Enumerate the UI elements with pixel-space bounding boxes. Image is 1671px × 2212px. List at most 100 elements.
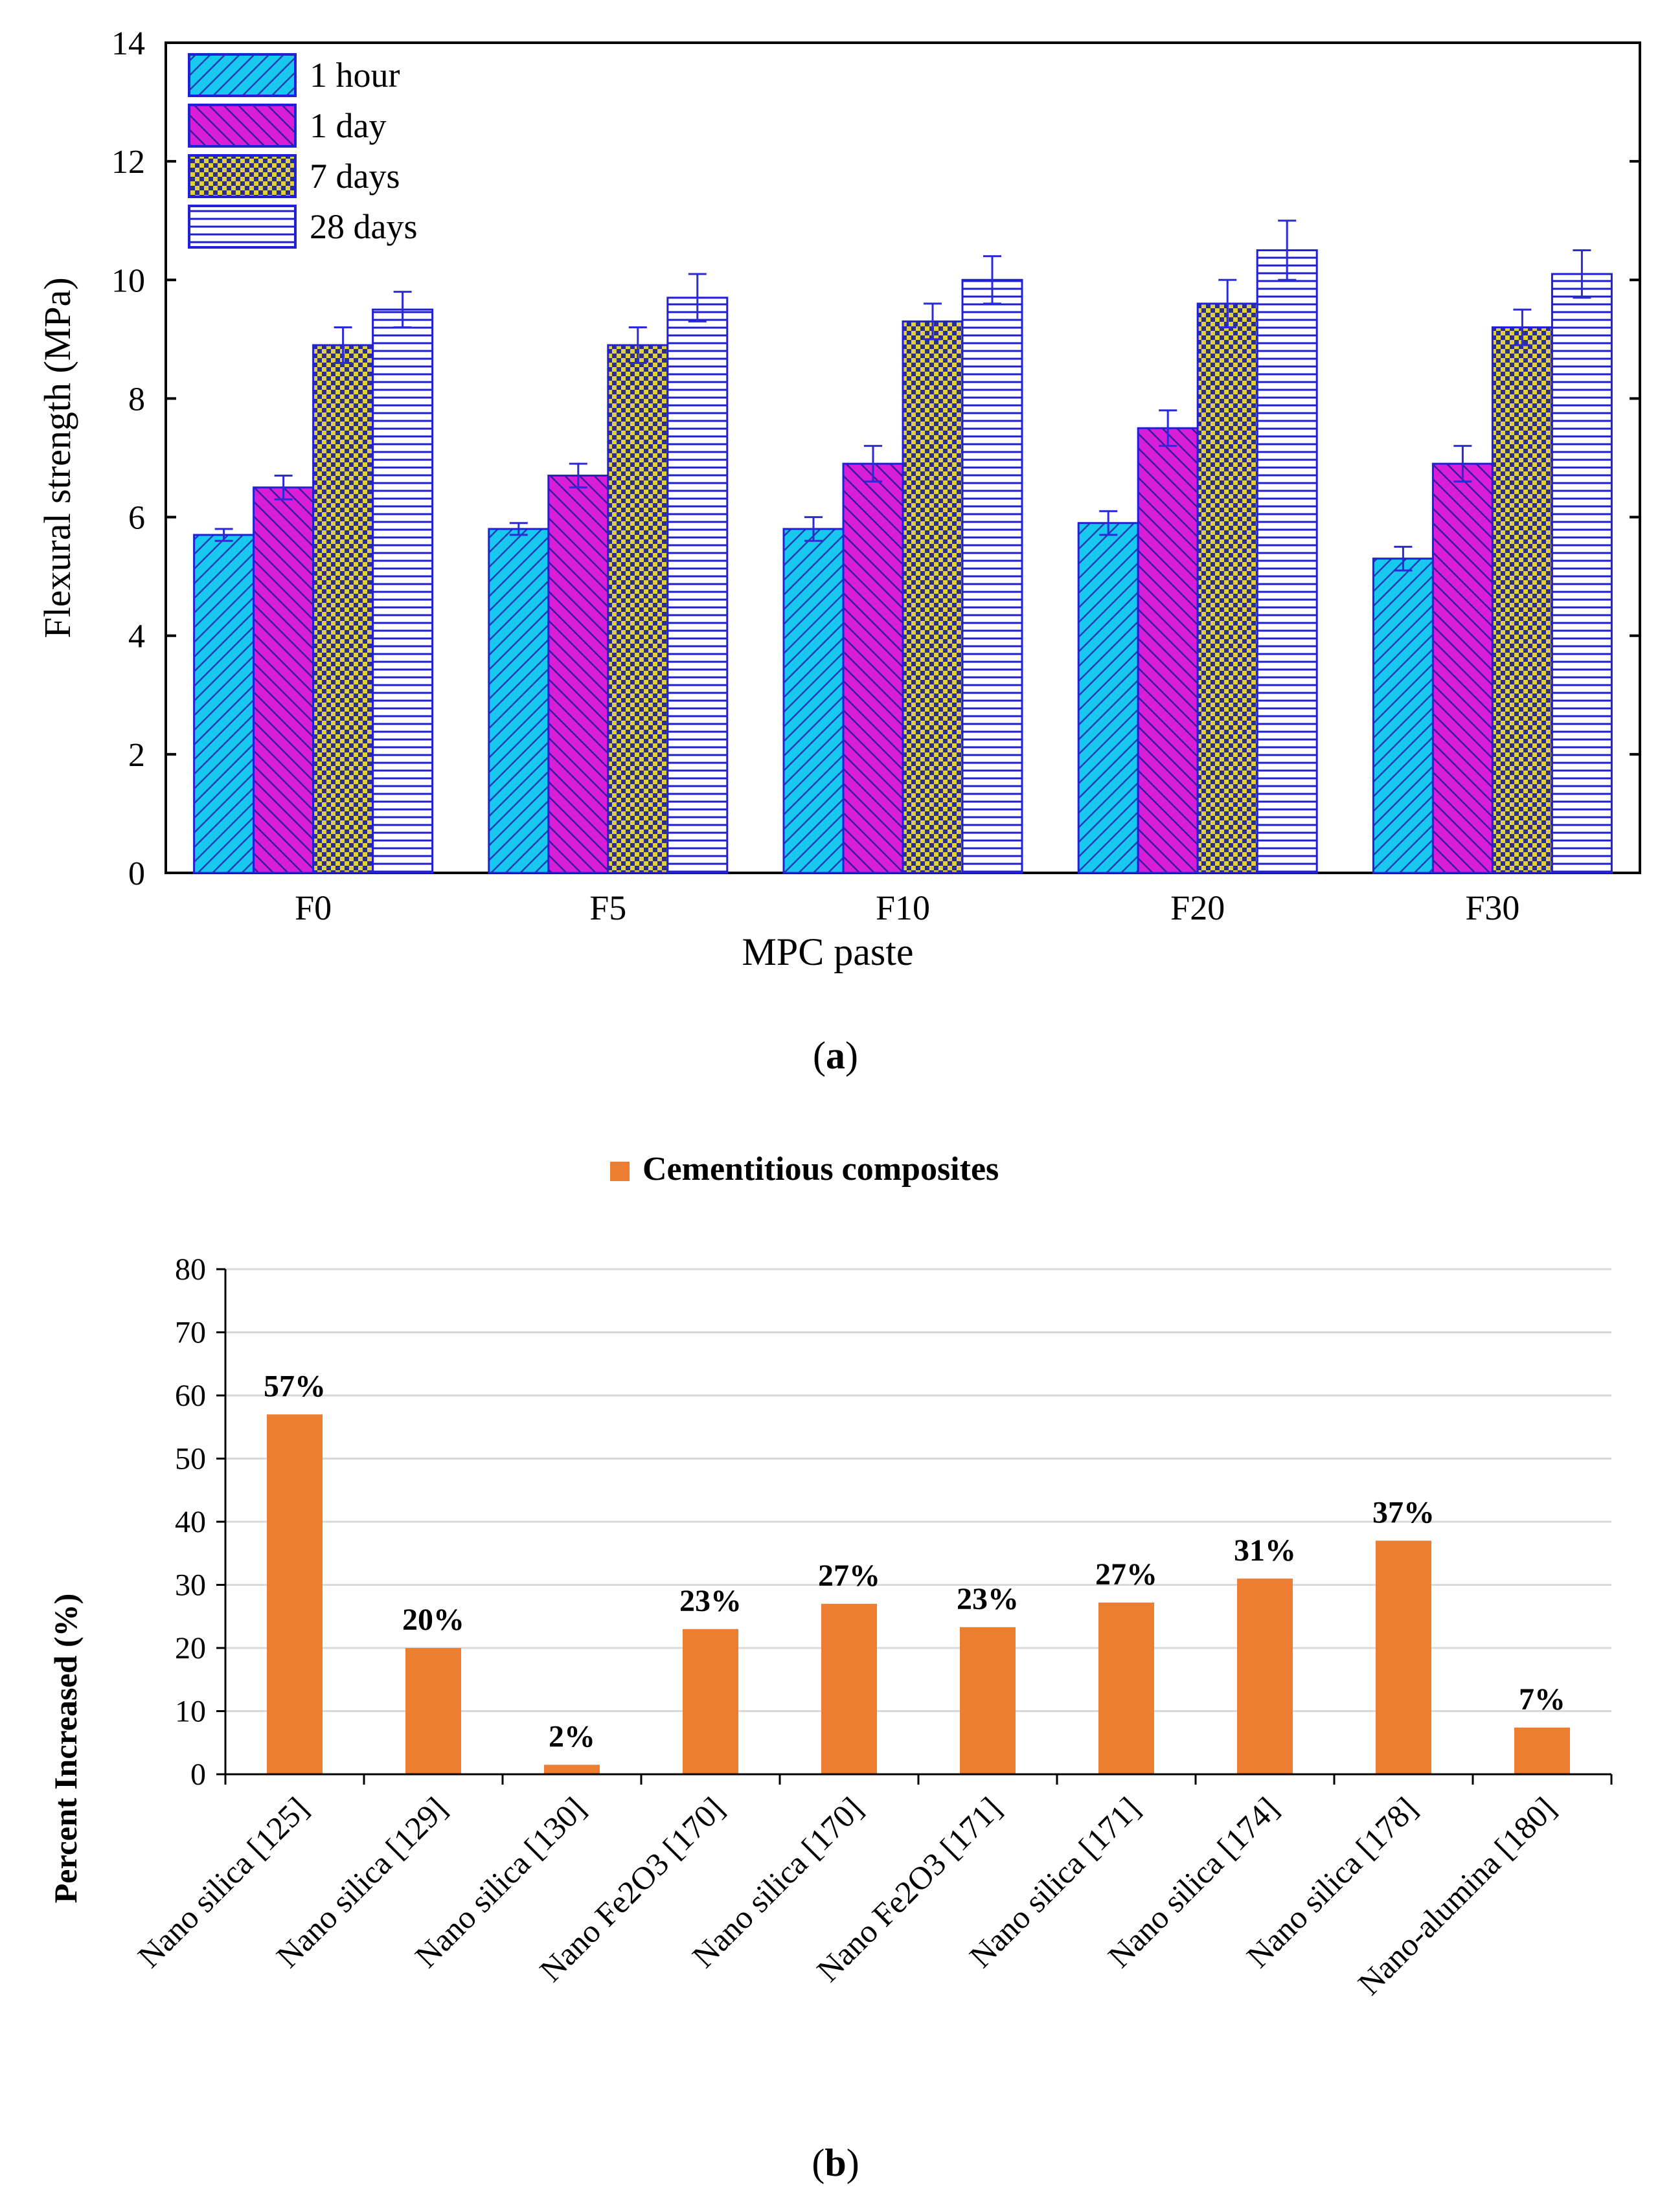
data-label-nano-silica-125: 57% xyxy=(264,1369,326,1403)
error-bar-1-day-f0 xyxy=(274,474,293,501)
y-tick-label: 20 xyxy=(175,1631,206,1665)
bar-nano-fe2o3-170 xyxy=(683,1629,738,1774)
bar-7-days-f20 xyxy=(1196,302,1258,874)
error-bar-1-day-f10 xyxy=(864,445,882,483)
error-bar-7-days-f30 xyxy=(1513,308,1532,346)
bar-nano-silica-125 xyxy=(267,1414,323,1774)
bar-1-day-f5 xyxy=(547,474,609,874)
y-tick-label: 14 xyxy=(111,25,145,62)
error-bar-1-day-f20 xyxy=(1159,409,1177,447)
y-tick-label: 12 xyxy=(111,144,145,181)
bar-28-days-f20 xyxy=(1256,249,1318,874)
y-tick-label: 0 xyxy=(128,855,145,892)
x-axis: F0 F5 F10 F20 F30 xyxy=(295,863,1519,927)
y-tick-label: 10 xyxy=(111,262,145,299)
error-bar-1-hour-f10 xyxy=(804,516,823,542)
bar-1-day-f30 xyxy=(1431,462,1494,874)
error-bar-1-day-f30 xyxy=(1453,445,1472,483)
error-bar-28-days-f30 xyxy=(1573,249,1591,299)
legend-label-1-day: 1 day xyxy=(310,106,386,145)
x-tick-label-f20: F20 xyxy=(1170,888,1225,927)
legend-label-1-hour: 1 hour xyxy=(310,56,400,95)
error-bar-28-days-f5 xyxy=(688,273,707,322)
y-tick-label: 30 xyxy=(175,1568,206,1603)
bar-1-hour-f10 xyxy=(782,528,845,874)
bar-28-days-f10 xyxy=(961,278,1023,874)
y-axis: 0 10 20 30 40 50 60 70 80 xyxy=(175,1252,227,1792)
legend-swatch-7-days xyxy=(188,154,297,198)
panel-label-b: (b) xyxy=(812,2141,859,2184)
bar-7-days-f5 xyxy=(607,344,669,874)
bar-7-days-f30 xyxy=(1491,326,1553,874)
x-tick-label-f0: F0 xyxy=(295,888,332,927)
bar-nano-silica-171 xyxy=(1098,1602,1154,1774)
error-bar-28-days-f10 xyxy=(983,255,1001,305)
bar-1-day-f10 xyxy=(842,462,904,874)
y-tick-label: 8 xyxy=(128,381,145,418)
legend-swatch-1-day xyxy=(188,104,297,148)
x-axis: Nano silica [125]Nano silica [129]Nano s… xyxy=(131,1773,1613,2002)
data-label-nano-silica-171: 27% xyxy=(1095,1557,1157,1592)
bar-28-days-f30 xyxy=(1551,273,1613,874)
data-label-nano-silica-178: 37% xyxy=(1372,1495,1435,1529)
data-label-nano-silica-170: 27% xyxy=(818,1559,880,1593)
y-axis-label: Percent Increased (%) xyxy=(47,1594,84,1904)
legend: Cementitious composites xyxy=(610,1151,999,1188)
y-tick-label: 0 xyxy=(190,1757,206,1792)
legend-label-7-days: 7 days xyxy=(310,157,400,196)
bar-1-hour-f5 xyxy=(488,528,550,874)
y-axis: 0 2 4 6 8 10 12 14 xyxy=(111,25,1640,892)
data-label-nano-silica-130: 2% xyxy=(549,1719,595,1754)
legend: 1 hour 1 day 7 days 28 days xyxy=(188,53,417,249)
data-label-nano-fe2o3-171: 23% xyxy=(957,1582,1019,1616)
y-tick-label: 6 xyxy=(128,500,145,537)
error-bar-7-days-f20 xyxy=(1218,278,1237,329)
bar-28-days-f5 xyxy=(666,297,729,874)
error-bar-1-hour-f30 xyxy=(1394,545,1413,572)
error-bar-1-hour-f20 xyxy=(1099,510,1118,536)
legend-swatch-28-days xyxy=(188,205,297,249)
chart-b: Cementitious composites 0 10 20 30 40 50 60 70 8… xyxy=(47,1151,1613,2184)
chart-a: 0 2 4 6 8 10 12 14 F0 F5 F10 F20 F30 Flexural stren… xyxy=(36,25,1641,1077)
bar-1-day-f0 xyxy=(253,486,315,874)
x-tick-label-f10: F10 xyxy=(876,888,930,927)
y-tick-label: 2 xyxy=(128,737,145,774)
bar-nano-fe2o3-171 xyxy=(960,1627,1016,1774)
panel-label-b-letter: b xyxy=(824,2141,846,2184)
bar-nano-silica-130 xyxy=(544,1765,600,1774)
bar-series xyxy=(193,249,1613,874)
x-tick-label-f5: F5 xyxy=(589,888,626,927)
bar-nano-silica-170 xyxy=(821,1603,877,1774)
data-label-nano-fe2o3-170: 23% xyxy=(679,1584,742,1618)
bar-1-hour-f0 xyxy=(193,534,255,874)
bar-7-days-f0 xyxy=(312,344,374,874)
y-tick-label: 70 xyxy=(175,1316,206,1350)
y-tick-label: 50 xyxy=(175,1442,206,1476)
bar-28-days-f0 xyxy=(372,308,434,874)
error-bar-7-days-f10 xyxy=(924,302,942,341)
data-label-nano-silica-129: 20% xyxy=(402,1603,464,1637)
error-bar-28-days-f0 xyxy=(393,291,412,329)
bar-1-hour-f30 xyxy=(1372,558,1434,874)
bar-series xyxy=(267,1414,1570,1774)
data-labels: 57% 20% 2% 23% 27% 23% 27% 31% 37% 7% xyxy=(264,1369,1565,1754)
y-axis-label: Flexural strength (MPa) xyxy=(36,277,78,638)
legend-label-28-days: 28 days xyxy=(310,207,417,246)
error-bars xyxy=(214,220,1591,572)
error-bar-1-day-f5 xyxy=(569,462,587,489)
bar-nano-silica-129 xyxy=(405,1648,461,1774)
data-label-nano-alumina-180: 7% xyxy=(1519,1682,1565,1717)
y-tick-label: 80 xyxy=(175,1252,206,1287)
bar-1-hour-f20 xyxy=(1077,522,1139,874)
x-tick-label-f30: F30 xyxy=(1465,888,1519,927)
error-bar-1-hour-f0 xyxy=(214,528,233,542)
error-bar-7-days-f5 xyxy=(628,326,647,364)
error-bar-7-days-f0 xyxy=(334,326,352,364)
y-tick-label: 40 xyxy=(175,1505,206,1539)
panel-label-a: (a) xyxy=(813,1034,858,1077)
data-label-nano-silica-174: 31% xyxy=(1234,1533,1296,1568)
bar-nano-alumina-180 xyxy=(1514,1727,1570,1774)
bar-7-days-f10 xyxy=(902,320,964,874)
bar-nano-silica-174 xyxy=(1237,1578,1293,1774)
legend-swatch-1-hour xyxy=(188,53,297,97)
